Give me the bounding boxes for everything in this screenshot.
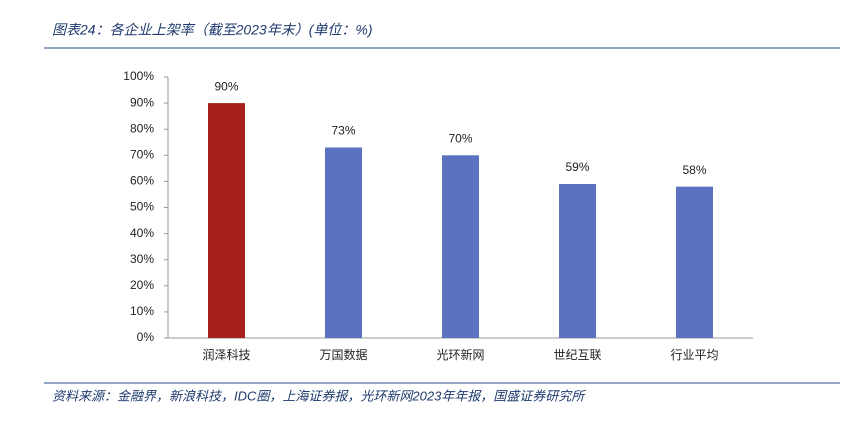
y-tick-label: 50%: [130, 200, 154, 214]
bar: [208, 103, 245, 338]
chart-title: 图表24：各企业上架率（截至2023年末）(单位：%): [52, 22, 373, 38]
x-tick-label: 万国数据: [319, 347, 367, 362]
y-tick-label: 60%: [130, 174, 154, 188]
value-label: 90%: [214, 79, 238, 93]
y-tick-label: 30%: [130, 252, 154, 266]
value-label: 70%: [448, 131, 472, 145]
y-tick-label: 0%: [137, 330, 155, 344]
source-note: 资料来源：金融界，新浪科技，IDC圈，上海证券报，光环新网2023年年报，国盛证…: [52, 388, 586, 403]
value-label: 58%: [682, 163, 706, 177]
value-label: 73%: [331, 124, 355, 138]
x-tick-label: 行业平均: [670, 348, 718, 362]
x-tick-label: 世纪互联: [553, 348, 601, 362]
x-tick-label: 光环新网: [436, 347, 484, 362]
bar: [442, 155, 479, 338]
bar: [676, 186, 713, 338]
value-label: 59%: [565, 160, 589, 174]
y-tick-label: 40%: [130, 226, 154, 240]
x-tick-label: 润泽科技: [202, 348, 250, 362]
y-tick-label: 10%: [130, 304, 154, 318]
bar: [559, 184, 596, 338]
y-tick-label: 100%: [123, 69, 154, 83]
y-tick-label: 80%: [130, 121, 154, 135]
bar: [325, 147, 362, 338]
y-tick-label: 70%: [130, 147, 154, 161]
y-tick-label: 20%: [130, 278, 154, 292]
y-tick-label: 90%: [130, 95, 154, 109]
